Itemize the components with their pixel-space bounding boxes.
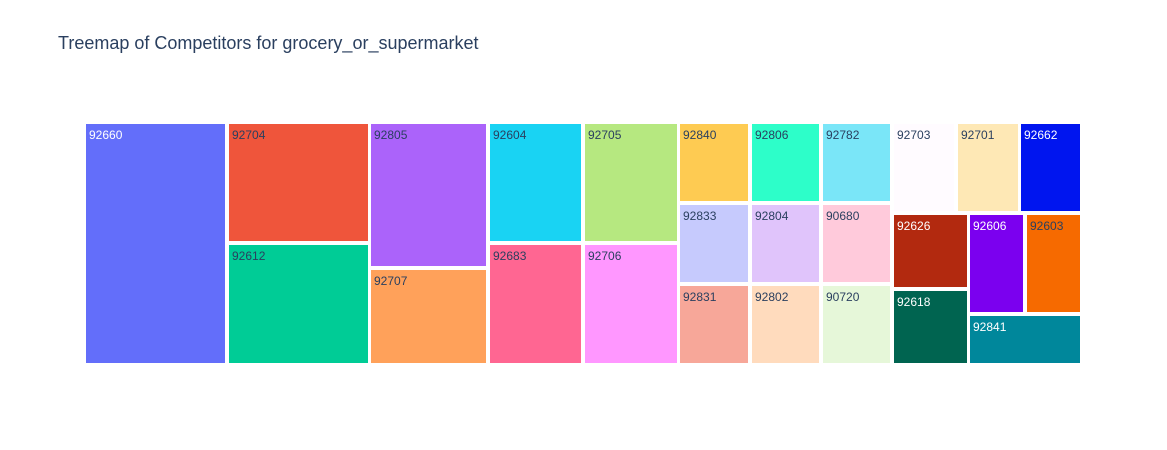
treemap-tile-rect[interactable] — [823, 205, 890, 282]
treemap-tile-92604[interactable]: 92604 — [490, 124, 581, 241]
treemap-tile-rect[interactable] — [970, 215, 1023, 312]
treemap-tile-92704[interactable]: 92704 — [229, 124, 368, 241]
treemap-tile-92626[interactable]: 92626 — [894, 215, 967, 287]
treemap-tile-label: 92660 — [89, 128, 123, 142]
treemap-tile-92840[interactable]: 92840 — [680, 124, 748, 201]
treemap-tile-label: 92805 — [374, 128, 408, 142]
treemap-tile-rect[interactable] — [970, 316, 1080, 363]
treemap-tile-label: 92806 — [755, 128, 789, 142]
treemap-tile-rect[interactable] — [958, 124, 1018, 211]
treemap-tile-label: 92782 — [826, 128, 860, 142]
treemap-tile-label: 92833 — [683, 209, 717, 223]
treemap-tile-rect[interactable] — [371, 270, 486, 363]
treemap-tile-92705[interactable]: 92705 — [585, 124, 677, 241]
treemap-tile-rect[interactable] — [229, 124, 368, 241]
treemap-tile-92606[interactable]: 92606 — [970, 215, 1023, 312]
treemap-tile-label: 92603 — [1030, 219, 1064, 233]
treemap-tile-rect[interactable] — [585, 124, 677, 241]
treemap-tile-label: 92831 — [683, 290, 717, 304]
treemap-tile-rect[interactable] — [680, 124, 748, 201]
treemap-tile-rect[interactable] — [823, 286, 890, 363]
treemap-tile-rect[interactable] — [752, 205, 819, 282]
treemap-tile-label: 92705 — [588, 128, 622, 142]
treemap-tile-label: 92707 — [374, 274, 408, 288]
treemap-tile-label: 92704 — [232, 128, 266, 142]
treemap-tile-92662[interactable]: 92662 — [1021, 124, 1080, 211]
treemap-tile-label: 92662 — [1024, 128, 1058, 142]
treemap-tile-92833[interactable]: 92833 — [680, 205, 748, 282]
treemap-tile-90680[interactable]: 90680 — [823, 205, 890, 282]
treemap-tile-label: 92606 — [973, 219, 1007, 233]
treemap-tile-92603[interactable]: 92603 — [1027, 215, 1080, 312]
treemap-tile-rect[interactable] — [752, 124, 819, 201]
treemap-tile-90720[interactable]: 90720 — [823, 286, 890, 363]
treemap-tile-92782[interactable]: 92782 — [823, 124, 890, 201]
treemap-tile-rect[interactable] — [490, 245, 581, 363]
treemap-tile-label: 92618 — [897, 295, 931, 309]
treemap-tile-92612[interactable]: 92612 — [229, 245, 368, 363]
treemap-tile-92806[interactable]: 92806 — [752, 124, 819, 201]
treemap-tile-92660[interactable]: 92660 — [86, 124, 225, 363]
treemap-tile-rect[interactable] — [894, 291, 967, 363]
treemap-tile-92707[interactable]: 92707 — [371, 270, 486, 363]
treemap-tile-rect[interactable] — [371, 124, 486, 266]
treemap-tile-92703[interactable]: 92703 — [894, 124, 954, 211]
treemap-tile-label: 92840 — [683, 128, 717, 142]
treemap-tile-92683[interactable]: 92683 — [490, 245, 581, 363]
treemap-tile-label: 92841 — [973, 320, 1007, 334]
treemap-tile-label: 92604 — [493, 128, 527, 142]
treemap-tile-rect[interactable] — [680, 205, 748, 282]
treemap-tile-rect[interactable] — [1027, 215, 1080, 312]
treemap-tile-label: 92703 — [897, 128, 931, 142]
treemap-tile-label: 92701 — [961, 128, 995, 142]
treemap-tile-92831[interactable]: 92831 — [680, 286, 748, 363]
treemap-tile-rect[interactable] — [229, 245, 368, 363]
treemap-tile-label: 92706 — [588, 249, 622, 263]
treemap-tile-rect[interactable] — [752, 286, 819, 363]
treemap-tile-label: 92612 — [232, 249, 266, 263]
treemap-tile-rect[interactable] — [490, 124, 581, 241]
treemap-tile-92804[interactable]: 92804 — [752, 205, 819, 282]
treemap-tile-label: 92626 — [897, 219, 931, 233]
treemap-tile-92618[interactable]: 92618 — [894, 291, 967, 363]
treemap-tile-label: 92802 — [755, 290, 789, 304]
treemap-tile-rect[interactable] — [680, 286, 748, 363]
treemap-tile-rect[interactable] — [1021, 124, 1080, 211]
treemap-tile-92802[interactable]: 92802 — [752, 286, 819, 363]
treemap-tile-rect[interactable] — [86, 124, 225, 363]
chart-title: Treemap of Competitors for grocery_or_su… — [58, 33, 479, 53]
treemap-tile-rect[interactable] — [823, 124, 890, 201]
treemap-tile-label: 90680 — [826, 209, 860, 223]
treemap-tile-label: 92683 — [493, 249, 527, 263]
treemap-tile-92701[interactable]: 92701 — [958, 124, 1018, 211]
treemap-tile-rect[interactable] — [585, 245, 677, 363]
treemap-tile-92841[interactable]: 92841 — [970, 316, 1080, 363]
treemap-tile-rect[interactable] — [894, 215, 967, 287]
treemap-tile-label: 92804 — [755, 209, 789, 223]
treemap-tile-92706[interactable]: 92706 — [585, 245, 677, 363]
treemap-tile-92805[interactable]: 92805 — [371, 124, 486, 266]
treemap-tile-label: 90720 — [826, 290, 860, 304]
treemap-tile-rect[interactable] — [894, 124, 954, 211]
